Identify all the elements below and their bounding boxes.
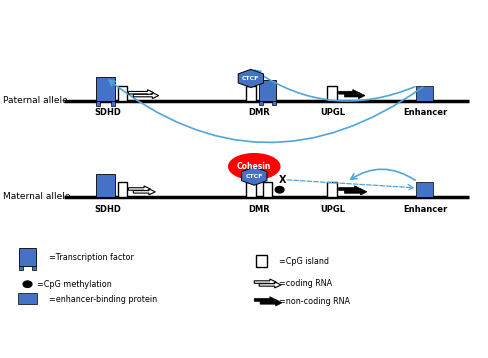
- FancyArrow shape: [128, 186, 150, 192]
- FancyArrow shape: [344, 189, 366, 195]
- FancyBboxPatch shape: [262, 86, 272, 101]
- FancyArrow shape: [128, 90, 154, 96]
- FancyBboxPatch shape: [19, 266, 23, 270]
- FancyBboxPatch shape: [118, 86, 127, 101]
- Text: Paternal allele: Paternal allele: [3, 96, 68, 105]
- FancyBboxPatch shape: [415, 86, 432, 101]
- Text: Enhancer: Enhancer: [402, 108, 446, 117]
- Ellipse shape: [228, 154, 279, 179]
- Circle shape: [275, 187, 284, 193]
- FancyArrow shape: [344, 92, 364, 99]
- Text: DMR: DMR: [248, 205, 269, 214]
- FancyBboxPatch shape: [258, 80, 275, 101]
- FancyArrow shape: [338, 186, 360, 192]
- FancyArrow shape: [260, 300, 282, 306]
- Text: X: X: [278, 175, 285, 185]
- Text: =non-coding RNA: =non-coding RNA: [278, 297, 349, 306]
- FancyBboxPatch shape: [415, 182, 432, 197]
- Text: =CpG island: =CpG island: [278, 257, 328, 266]
- FancyBboxPatch shape: [245, 182, 255, 197]
- Text: DMR: DMR: [248, 108, 269, 117]
- FancyBboxPatch shape: [118, 182, 127, 197]
- Polygon shape: [238, 69, 263, 87]
- Text: UPGL: UPGL: [319, 205, 344, 214]
- FancyBboxPatch shape: [96, 174, 115, 197]
- FancyArrow shape: [259, 282, 281, 288]
- FancyBboxPatch shape: [258, 101, 262, 105]
- FancyBboxPatch shape: [327, 86, 336, 101]
- FancyArrow shape: [254, 297, 276, 303]
- Text: SDHD: SDHD: [94, 108, 121, 117]
- FancyBboxPatch shape: [19, 248, 36, 266]
- FancyBboxPatch shape: [96, 77, 115, 101]
- Text: =CpG methylation: =CpG methylation: [37, 280, 112, 289]
- FancyArrow shape: [133, 92, 158, 98]
- FancyBboxPatch shape: [256, 255, 266, 267]
- Text: CTCF: CTCF: [242, 76, 259, 81]
- Text: SDHD: SDHD: [94, 205, 121, 214]
- FancyBboxPatch shape: [245, 86, 255, 101]
- FancyBboxPatch shape: [111, 101, 115, 106]
- FancyBboxPatch shape: [96, 101, 100, 106]
- Text: =coding RNA: =coding RNA: [278, 279, 331, 288]
- Text: CTCF: CTCF: [245, 174, 263, 179]
- Text: =enhancer-binding protein: =enhancer-binding protein: [49, 295, 157, 304]
- FancyArrow shape: [338, 90, 358, 96]
- Text: Enhancer: Enhancer: [402, 205, 446, 214]
- FancyBboxPatch shape: [18, 293, 37, 304]
- FancyBboxPatch shape: [262, 182, 272, 197]
- Text: Cohesin: Cohesin: [237, 162, 271, 171]
- Text: UPGL: UPGL: [319, 108, 344, 117]
- Text: =Transcription factor: =Transcription factor: [49, 253, 134, 262]
- FancyBboxPatch shape: [32, 266, 36, 270]
- FancyArrow shape: [133, 189, 155, 195]
- FancyBboxPatch shape: [327, 182, 336, 197]
- FancyBboxPatch shape: [272, 101, 275, 105]
- Polygon shape: [241, 167, 266, 185]
- Circle shape: [23, 281, 32, 287]
- FancyArrow shape: [254, 279, 276, 285]
- Text: Maternal allele: Maternal allele: [3, 192, 70, 201]
